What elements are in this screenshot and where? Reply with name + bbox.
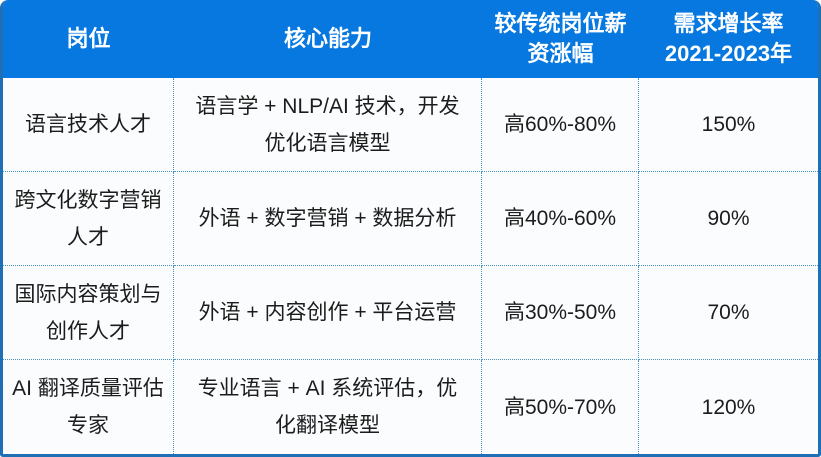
cell-salary-premium: 高40%-60%: [482, 172, 639, 266]
cell-demand-growth: 70%: [639, 266, 818, 360]
cell-position: AI 翻译质量评估 专家: [3, 360, 174, 454]
table-header-row: 岗位 核心能力 较传统岗位薪 资涨幅 需求增长率 2021-2023年: [3, 0, 818, 78]
cell-position: 国际内容策划与 创作人才: [3, 266, 174, 360]
header-cell-core-skills: 核心能力: [283, 26, 372, 51]
cell-demand-growth: 150%: [639, 78, 818, 172]
cell-core-skills: 语言学 + NLP/AI 技术，开发 优化语言模型: [174, 78, 482, 172]
cell-salary-premium: 高60%-80%: [482, 78, 639, 172]
cell-core-skills: 外语 + 数字营销 + 数据分析: [174, 172, 482, 266]
header-cell-demand-growth: 需求增长率 2021-2023年: [664, 11, 793, 66]
cell-core-skills: 外语 + 内容创作 + 平台运营: [174, 266, 482, 360]
cell-salary-premium: 高30%-50%: [482, 266, 639, 360]
table-body: 语言技术人才 语言学 + NLP/AI 技术，开发 优化语言模型 高60%-80…: [3, 78, 818, 454]
cell-position: 跨文化数字营销 人才: [3, 172, 174, 266]
cell-core-skills: 专业语言 + AI 系统评估，优 化翻译模型: [174, 360, 482, 454]
header-cell-position: 岗位: [66, 26, 111, 51]
cell-demand-growth: 90%: [639, 172, 818, 266]
cell-demand-growth: 120%: [701, 395, 756, 419]
cell-salary-premium: 高50%-70%: [482, 360, 639, 454]
cell-position: 语言技术人才: [3, 78, 174, 172]
header-cell-salary-premium: 较传统岗位薪 资涨幅: [494, 11, 627, 66]
